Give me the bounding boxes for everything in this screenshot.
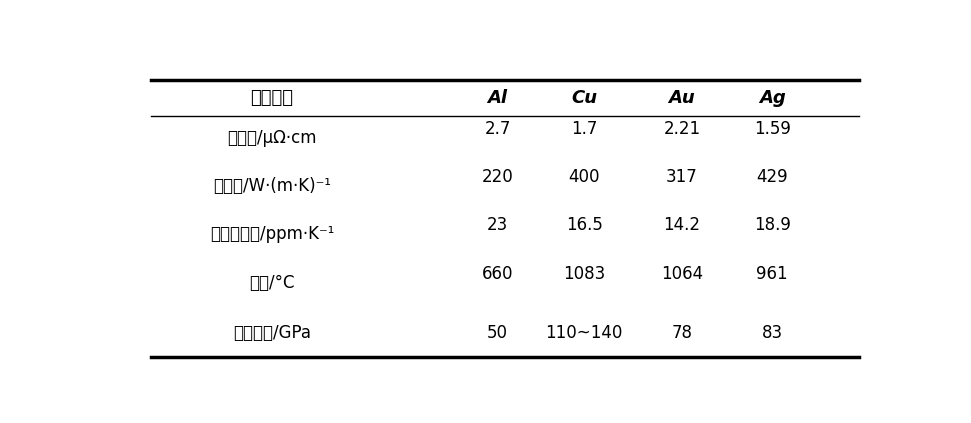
Text: 电阻率/μΩ·cm: 电阻率/μΩ·cm <box>227 129 317 147</box>
Text: 429: 429 <box>756 168 788 186</box>
Text: 110~140: 110~140 <box>546 324 622 342</box>
Text: 1.7: 1.7 <box>571 120 597 138</box>
Text: 材料属性: 材料属性 <box>251 89 293 107</box>
Text: 16.5: 16.5 <box>566 216 603 234</box>
Text: 317: 317 <box>666 168 698 186</box>
Text: 热导率/W·(m·K)⁻¹: 热导率/W·(m·K)⁻¹ <box>213 177 331 195</box>
Text: 961: 961 <box>756 264 788 283</box>
Text: Ag: Ag <box>759 89 786 107</box>
Text: 50: 50 <box>487 324 508 342</box>
Text: 83: 83 <box>761 324 783 342</box>
Text: 2.7: 2.7 <box>485 120 511 138</box>
Text: 14.2: 14.2 <box>663 216 700 234</box>
Text: 1083: 1083 <box>563 264 605 283</box>
Text: 1064: 1064 <box>661 264 703 283</box>
Text: 1.59: 1.59 <box>753 120 790 138</box>
Text: 220: 220 <box>482 168 514 186</box>
Text: Al: Al <box>487 89 508 107</box>
Text: Au: Au <box>669 89 695 107</box>
Text: 660: 660 <box>482 264 514 283</box>
Text: 23: 23 <box>487 216 508 234</box>
Text: 2.21: 2.21 <box>663 120 700 138</box>
Text: 18.9: 18.9 <box>753 216 790 234</box>
Text: 热膨胀系数/ppm·K⁻¹: 热膨胀系数/ppm·K⁻¹ <box>210 225 334 244</box>
Text: Cu: Cu <box>571 89 597 107</box>
Text: 熔点/°C: 熔点/°C <box>250 274 294 292</box>
Text: 78: 78 <box>672 324 692 342</box>
Text: 弹性模量/GPa: 弹性模量/GPa <box>233 324 311 342</box>
Text: 400: 400 <box>568 168 600 186</box>
